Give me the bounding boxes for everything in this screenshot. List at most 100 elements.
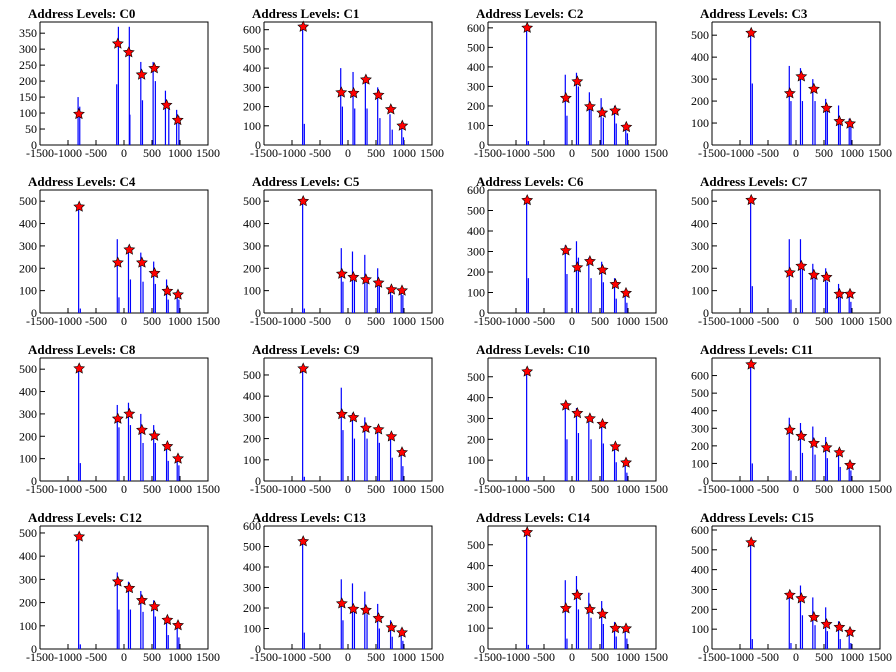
y-tick-label: 600: [243, 519, 261, 533]
x-tick-label: 0: [345, 482, 351, 496]
plot-frame: [488, 525, 657, 650]
peak-marker-star: [609, 440, 622, 452]
peak-marker-star: [171, 113, 184, 126]
peak-marker-star: [372, 88, 385, 101]
y-tick-label: 200: [243, 261, 261, 275]
x-tick-label: 0: [569, 482, 575, 496]
plot-frame: [40, 189, 209, 314]
x-tick-label: -1500: [474, 146, 502, 160]
chart-panel: 0 100 200 300 400 500 -1500 -1000 -500 0 500 1000 15…: [672, 0, 896, 168]
x-tick-label: 0: [121, 146, 127, 160]
peak-marker-star: [609, 104, 622, 116]
peak-marker-star: [135, 68, 148, 80]
plot-frame: [712, 357, 881, 482]
x-tick-label: -1000: [278, 314, 306, 328]
y-tick-label: 300: [467, 579, 485, 593]
y-tick-label: 500: [467, 370, 485, 384]
x-tick-label: 1500: [644, 650, 668, 664]
y-tick-label: 0: [31, 474, 37, 488]
x-tick-label: -500: [85, 314, 107, 328]
peak-marker-star: [584, 255, 596, 267]
peak-marker-star: [620, 622, 633, 634]
x-tick-label: 1500: [868, 482, 892, 496]
y-tick-label: 300: [691, 72, 709, 86]
y-tick-label: 100: [243, 119, 261, 133]
peak-marker-star: [372, 612, 385, 624]
y-tick-label: 100: [467, 621, 485, 635]
x-tick-label: 1500: [420, 146, 444, 160]
peak-marker-star: [111, 37, 124, 49]
plot-frame: [488, 189, 657, 314]
y-tick-label: 300: [467, 245, 485, 259]
peak-marker-star: [384, 103, 397, 115]
chart-svg: 0 100 200 300 400 500 600 -1500 -1000 -500 0 500 100…: [243, 20, 444, 160]
y-tick-label: 200: [691, 602, 709, 616]
chart-panel: 0 100 200 300 400 500 -1500 -1000 -500 0 500 1000 15…: [448, 336, 672, 504]
x-tick-label: 0: [121, 314, 127, 328]
x-tick-label: -1500: [474, 482, 502, 496]
y-tick-label: 100: [19, 106, 37, 120]
peak-marker-star: [396, 284, 409, 296]
peak-marker-star: [820, 441, 833, 453]
peak-marker-star: [360, 603, 372, 616]
x-tick-label: 0: [345, 146, 351, 160]
y-tick-label: 100: [243, 453, 261, 467]
chart-panel: 0 100 200 300 400 500 600 -1500 -1000 -500 0 500 100…: [224, 0, 448, 168]
y-tick-label: 0: [31, 642, 37, 656]
peak-marker-star: [521, 21, 534, 33]
peak-marker-star: [521, 526, 534, 538]
chart-panel: 0 100 200 300 400 500 -1500 -1000 -500 0 500 1000 15…: [672, 168, 896, 336]
peak-marker-star: [122, 46, 135, 58]
peak-marker-star: [808, 268, 820, 280]
peak-marker-star: [833, 446, 846, 458]
peak-marker-star: [347, 411, 360, 423]
chart-title: Address Levels: C2: [476, 6, 584, 21]
y-tick-label: 100: [691, 622, 709, 636]
peak-marker-star: [136, 423, 148, 436]
y-tick-label: 100: [19, 619, 37, 633]
x-tick-label: 0: [121, 482, 127, 496]
y-tick-label: 200: [243, 100, 261, 114]
chart-panel: 0 100 200 300 400 500 600 -1500 -1000 -500 0 500 100…: [224, 504, 448, 672]
x-tick-label: 1500: [420, 650, 444, 664]
x-tick-label: -1000: [502, 146, 530, 160]
peak-marker-star: [571, 75, 584, 87]
peak-marker-star: [783, 87, 796, 99]
peak-marker-star: [620, 120, 633, 133]
y-tick-label: 500: [19, 194, 37, 208]
peak-marker-star: [584, 100, 596, 112]
peak-marker-star: [335, 267, 348, 279]
chart-title: Address Levels: C3: [700, 6, 808, 21]
x-tick-label: 1000: [616, 482, 640, 496]
y-tick-label: 100: [19, 452, 37, 466]
plot-frame: [40, 525, 209, 650]
x-tick-label: -1500: [474, 314, 502, 328]
y-tick-label: 300: [19, 572, 37, 586]
y-tick-label: 600: [691, 523, 709, 537]
peak-marker-star: [111, 575, 124, 587]
y-tick-label: 500: [19, 362, 37, 376]
y-tick-label: 500: [243, 540, 261, 554]
x-tick-label: 1000: [392, 314, 416, 328]
peak-marker-star: [123, 407, 136, 419]
x-tick-label: -1500: [474, 650, 502, 664]
y-tick-label: 200: [19, 261, 37, 275]
y-tick-label: 0: [703, 642, 709, 656]
peak-marker-star: [385, 283, 398, 295]
x-tick-label: 1000: [616, 146, 640, 160]
y-tick-label: 500: [691, 194, 709, 208]
y-tick-label: 0: [703, 306, 709, 320]
y-tick-label: 600: [467, 183, 485, 197]
peak-marker-star: [148, 600, 161, 612]
y-tick-label: 300: [19, 42, 37, 56]
peak-marker-star: [596, 417, 609, 430]
y-tick-label: 500: [691, 386, 709, 400]
peak-marker-star: [844, 287, 857, 299]
peak-marker-star: [844, 625, 857, 638]
chart-svg: 0 100 200 300 400 500 -1500 -1000 -500 0 500 1000 15…: [691, 21, 892, 160]
y-tick-label: 400: [467, 60, 485, 74]
x-tick-label: -500: [309, 146, 331, 160]
x-tick-label: 1500: [196, 146, 220, 160]
peak-marker-star: [161, 440, 174, 452]
peak-marker-star: [172, 288, 185, 300]
